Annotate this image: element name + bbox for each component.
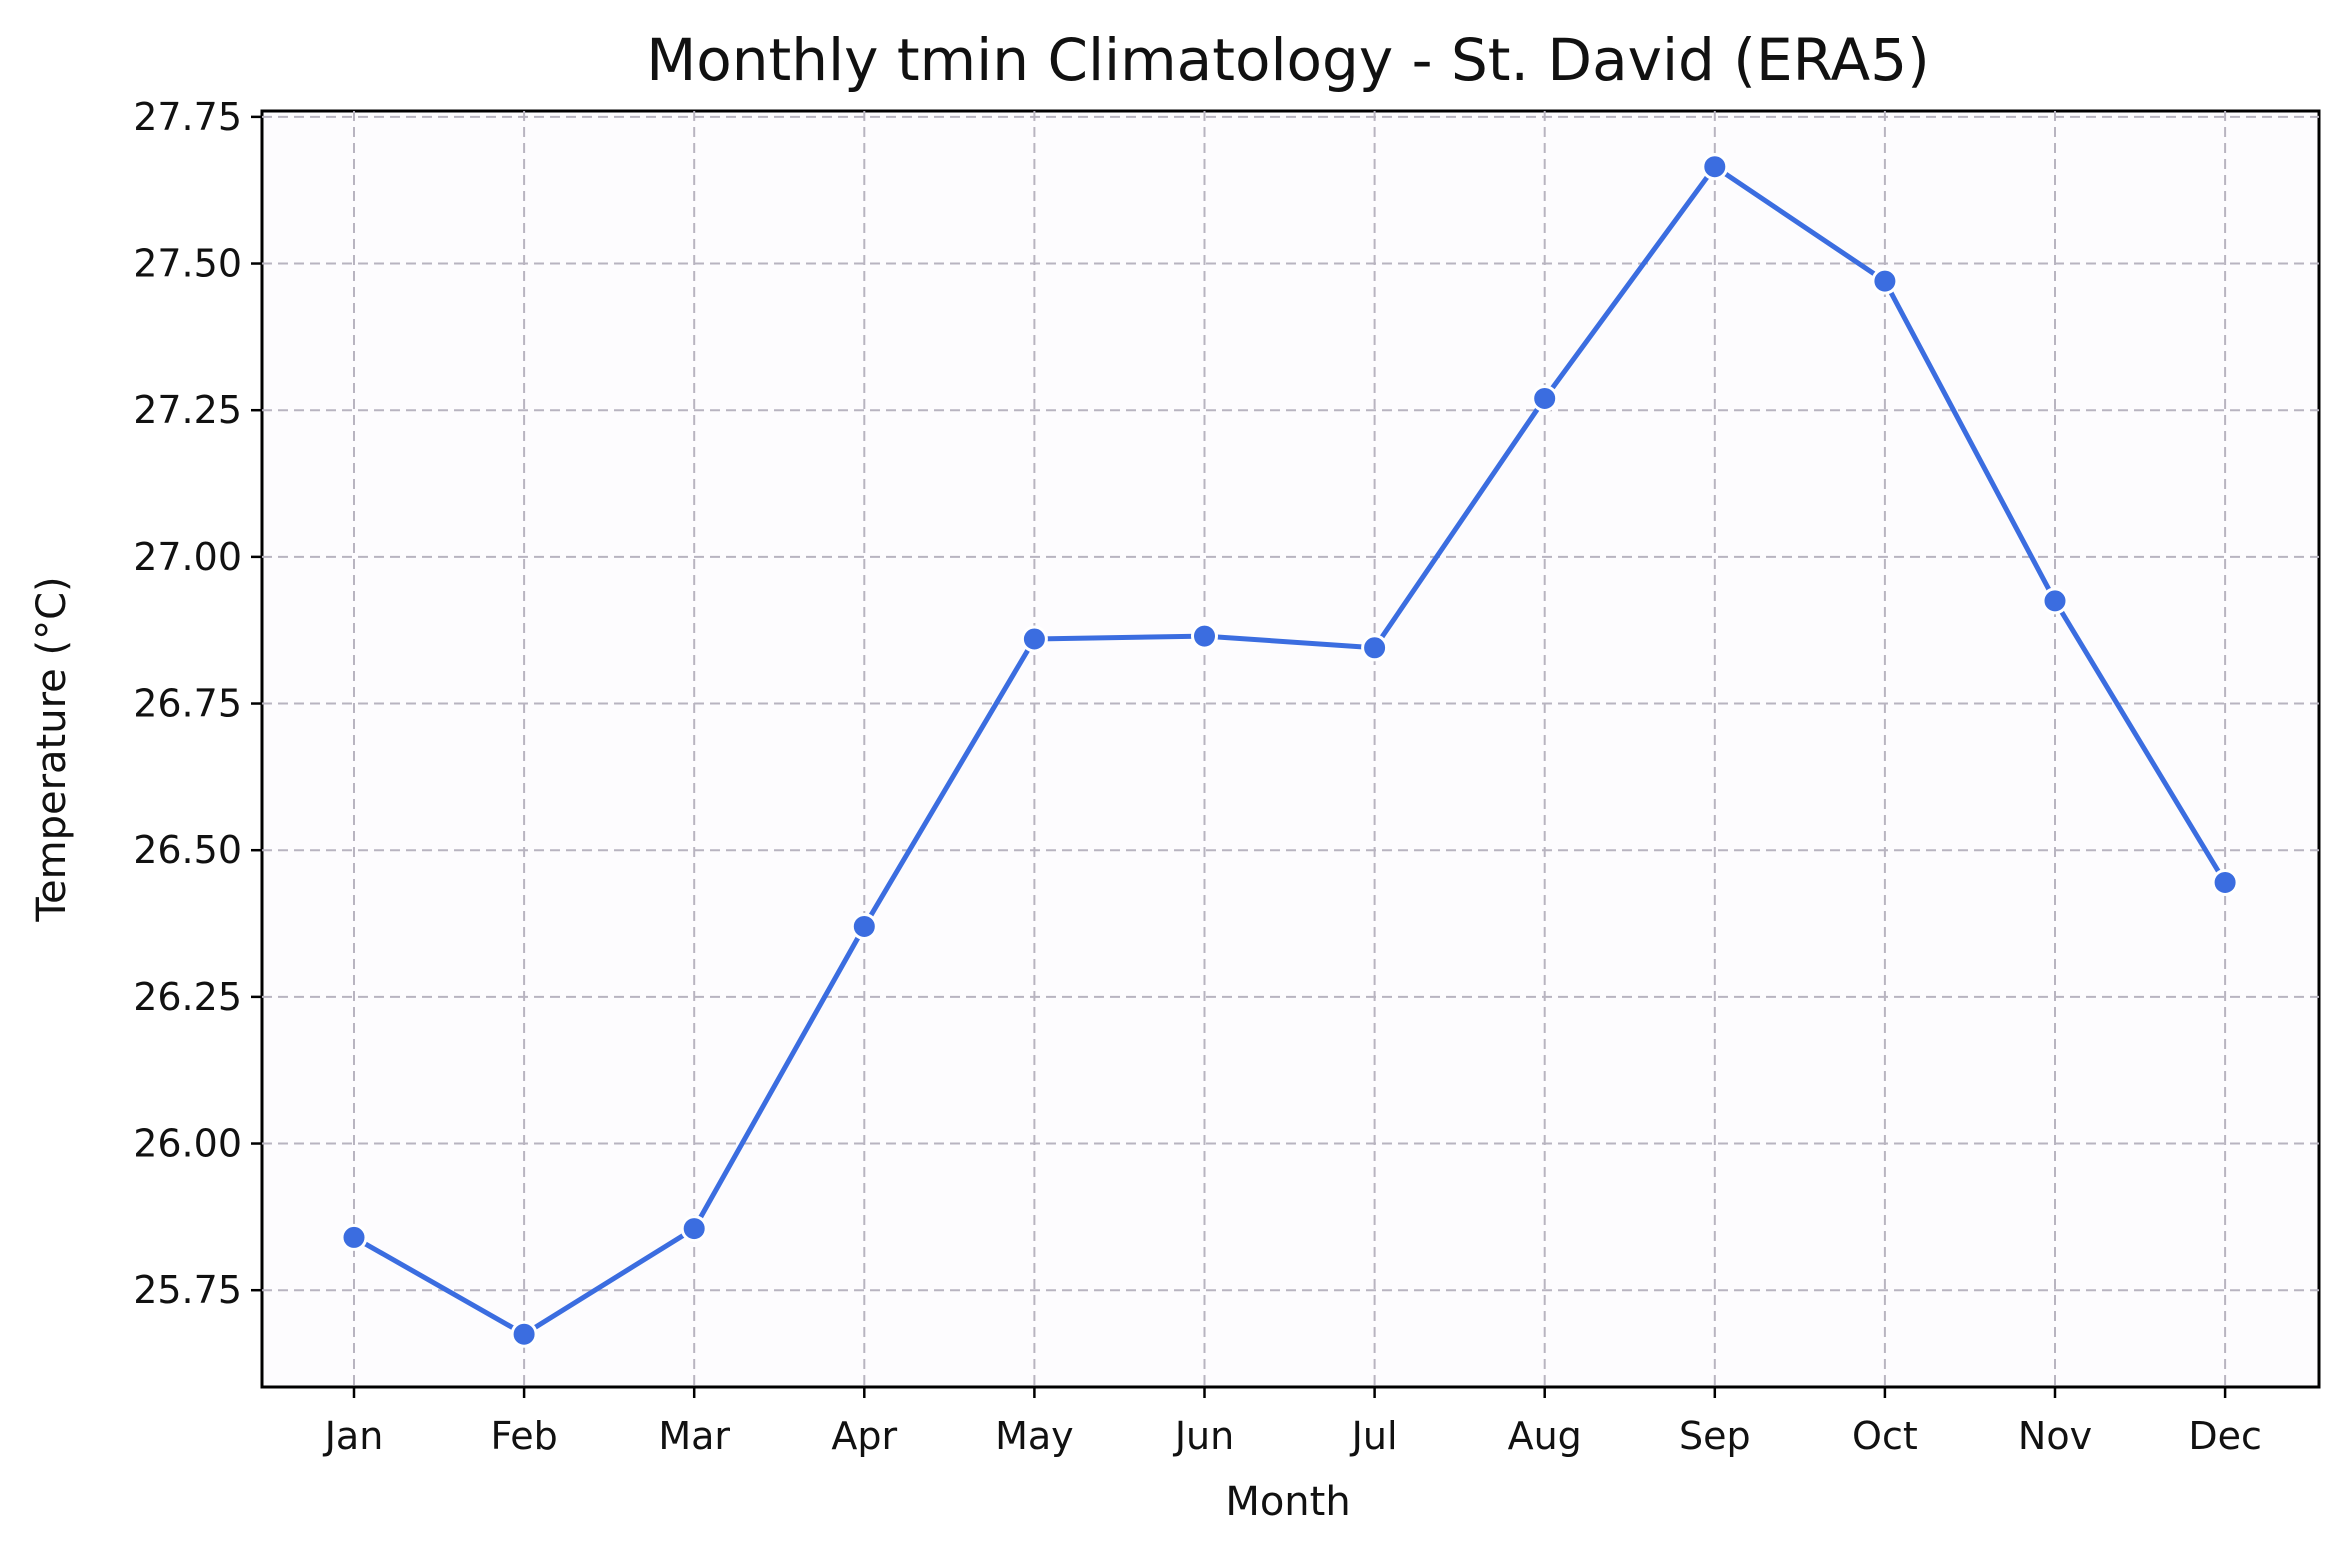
- data-point-oct: [1871, 267, 1899, 295]
- x-tick-label: Dec: [2188, 1414, 2262, 1458]
- data-point-jul: [1361, 634, 1389, 662]
- x-tick-label: Sep: [1679, 1414, 1751, 1458]
- data-point-aug: [1531, 384, 1559, 412]
- data-point-mar: [680, 1215, 708, 1243]
- data-point-nov: [2041, 587, 2069, 615]
- series-layer: [340, 153, 2239, 1348]
- data-point-feb: [510, 1320, 538, 1348]
- y-axis-label: Temperature (°C): [29, 576, 75, 922]
- x-tick-label: Jul: [1350, 1414, 1398, 1458]
- data-point-jun: [1191, 622, 1218, 650]
- y-tick-label: 27.00: [133, 535, 242, 579]
- x-tick-label: Mar: [658, 1414, 730, 1458]
- y-tick-label: 26.50: [133, 828, 242, 872]
- x-tick-label: Nov: [2018, 1414, 2092, 1458]
- grid-lines: [262, 111, 2319, 1387]
- x-axis-label: Month: [1225, 1479, 1350, 1525]
- data-point-apr: [850, 912, 878, 940]
- x-tick-label: Jan: [323, 1414, 384, 1458]
- y-tick-label: 27.75: [133, 95, 242, 139]
- y-tick-label: 26.25: [133, 975, 242, 1019]
- data-point-sep: [1701, 153, 1729, 181]
- y-tick-label: 27.25: [133, 388, 242, 432]
- x-tick-label: Jun: [1173, 1414, 1234, 1458]
- data-point-jan: [340, 1223, 368, 1251]
- x-tick-label: Apr: [831, 1414, 897, 1458]
- chart-title: Monthly tmin Climatology - St. David (ER…: [646, 26, 1930, 94]
- x-axis: Jan Feb Mar Apr May Jun Jul Aug Sep Oct Nov Dec: [323, 1387, 2262, 1458]
- y-tick-label: 26.75: [133, 682, 242, 726]
- x-tick-label: Aug: [1508, 1414, 1582, 1458]
- y-tick-label: 27.50: [133, 242, 242, 286]
- data-point-dec: [2211, 868, 2239, 896]
- x-tick-label: Feb: [490, 1414, 557, 1458]
- plot-area: [260, 109, 2321, 1389]
- series-line: [352, 164, 2228, 1337]
- data-point-may: [1020, 625, 1048, 653]
- y-axis: 25.75 26.00 26.25 26.50 26.75 27.00 27.25 27.50…: [133, 95, 262, 1312]
- y-tick-label: 25.75: [133, 1268, 242, 1312]
- x-tick-label: Oct: [1852, 1414, 1918, 1458]
- y-tick-label: 26.00: [133, 1122, 242, 1166]
- x-tick-label: May: [995, 1414, 1074, 1458]
